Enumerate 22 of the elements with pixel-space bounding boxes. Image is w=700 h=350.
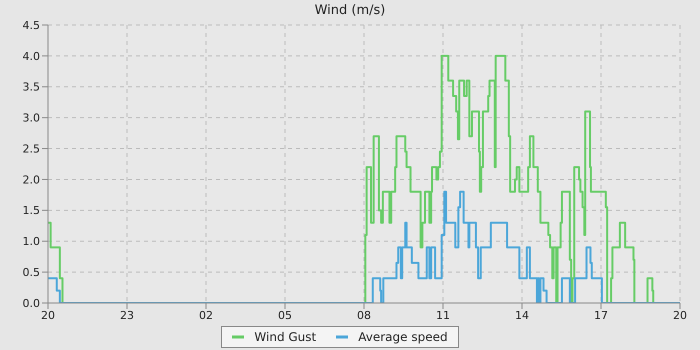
- y-tick-label: 0.5: [22, 266, 40, 280]
- x-tick-label: 20: [673, 308, 687, 322]
- x-tick-label: 20: [41, 308, 55, 322]
- y-tick-label: 3.5: [22, 80, 40, 94]
- y-tick-label: 1.5: [22, 204, 40, 218]
- y-tick-label: 4.0: [22, 50, 40, 63]
- y-tick-label: 4.5: [22, 18, 40, 32]
- y-tick-label: 2.5: [22, 142, 40, 156]
- x-tick-label: 23: [120, 308, 134, 322]
- legend-label: Wind Gust: [253, 330, 316, 344]
- x-tick-label: 11: [436, 308, 450, 322]
- y-tick-label: 2.0: [22, 173, 40, 186]
- y-tick-label: 3.0: [22, 112, 40, 125]
- x-tick-label: 08: [357, 308, 371, 322]
- legend-label: Average speed: [357, 330, 448, 344]
- x-tick-label: 05: [278, 308, 292, 322]
- x-tick-label: 17: [594, 308, 608, 322]
- y-tick-label: 0.0: [22, 296, 40, 310]
- chart-title: Wind (m/s): [314, 3, 386, 18]
- x-tick-label: 14: [515, 308, 529, 322]
- y-tick-label: 1.0: [22, 235, 40, 248]
- x-tick-label: 02: [199, 308, 213, 322]
